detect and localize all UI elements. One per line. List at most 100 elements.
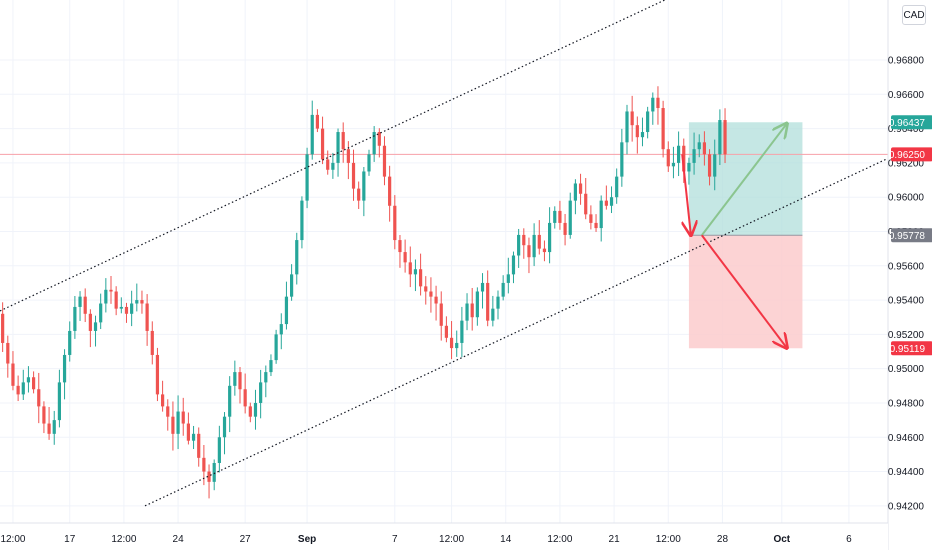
y-tick-label: 0.95200 [888,330,925,341]
candle-body [460,320,464,343]
candle [176,395,180,450]
candle-body [362,171,366,201]
candle [491,295,495,327]
candle-body [331,162,335,170]
candle [42,401,46,434]
candle-body [357,188,361,201]
y-tick-label: 0.94200 [888,501,925,512]
candle-body [1,313,5,343]
y-tick-label: 0.96800 [888,56,925,67]
y-tick-label: 0.95000 [888,364,925,375]
candle [403,239,407,273]
candle [620,128,624,187]
candle [625,104,629,155]
candle [511,251,516,284]
candle-body [109,289,113,292]
candle [372,126,376,162]
candle-body [594,222,598,229]
candle-body [367,154,371,172]
candle [522,228,526,259]
candle [388,165,392,222]
projection-arrow-down[interactable] [681,154,691,235]
price-label-text: 0.96437 [889,118,926,129]
candle-body [243,389,247,407]
candle-body [284,296,289,325]
candle-body [615,176,619,198]
y-tick-label: 0.94800 [888,398,925,409]
candle [11,351,15,391]
x-tick-label: 12:00 [439,534,464,545]
candle [604,185,608,210]
candle-body [470,303,474,318]
candle [26,366,31,393]
candle [439,291,443,341]
candle-body [372,132,376,155]
candle [88,309,92,348]
channel-upper-line[interactable] [0,0,680,312]
candle-body [212,462,216,482]
candle-body [424,286,428,292]
time-axis[interactable]: 12:00 17 12:00 24 27 Sep 7 12:00 14 12:00 21 12:00 2… [0,522,888,550]
candle-body [99,303,103,323]
candle [207,464,211,499]
price-label-tag [891,147,932,162]
candle [429,277,433,313]
price-axis-bg [888,0,932,550]
price-axis[interactable]: 0.94200 0.94400 0.94600 0.94800 0.95000 0.952… [887,0,932,550]
candle-body [419,269,423,287]
candle [320,116,325,165]
candle [480,273,485,309]
candle-body [558,210,562,223]
candle-body [527,245,531,258]
candle-body [341,132,345,150]
candle-body [233,372,237,386]
candle-body [687,162,691,172]
x-tick-label: 27 [240,534,252,545]
candle-body [620,142,624,177]
target-arrow[interactable] [701,123,787,236]
candle [486,270,490,327]
candle [62,349,67,400]
candle [661,100,665,158]
x-tick-label: 12:00 [547,534,572,545]
candle [1,302,5,353]
stop-arrow[interactable] [701,234,787,348]
candle-body [42,406,46,424]
x-tick-label: 28 [717,534,729,545]
candle-body [522,234,526,246]
y-tick-label: 0.94600 [888,433,925,444]
candle-body [568,200,572,235]
candle [537,220,541,255]
candle [181,397,185,436]
x-tick-label: 17 [64,534,76,545]
candle-body [166,406,170,417]
candle [197,427,201,467]
candle-body [702,142,706,155]
candle [367,149,371,176]
candle-body [646,111,650,133]
candle [584,177,588,220]
candle-body [228,385,232,417]
candle-body [449,337,454,349]
candle-body [625,111,629,143]
candle-body [408,262,412,275]
candle-body [300,200,304,241]
candle-body [88,313,92,331]
candle-body [501,282,505,297]
candle-body [21,382,25,395]
candle-body [155,354,160,395]
candle [130,290,134,327]
candle-body [666,149,670,167]
price-label-tag [891,115,932,130]
candle [697,134,701,158]
candle [687,157,691,185]
candle-body [346,149,350,163]
candle-body [548,222,552,253]
candle [57,369,61,428]
candle [692,132,696,175]
candle [310,100,314,160]
candle [666,141,670,172]
currency-badge[interactable]: CAD [902,5,926,25]
